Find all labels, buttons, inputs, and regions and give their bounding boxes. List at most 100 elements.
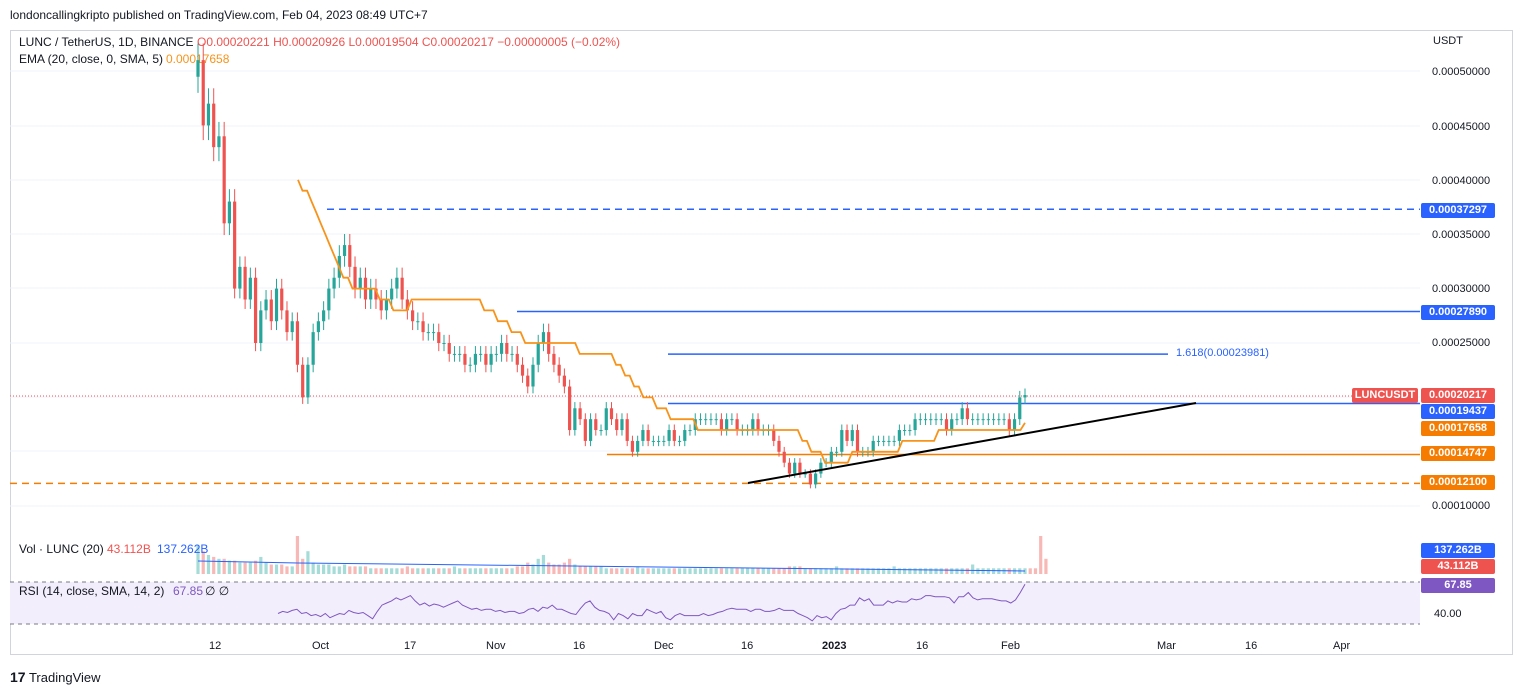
volume-bar (201, 551, 205, 574)
volume-bar (573, 564, 577, 574)
candle-body (411, 310, 415, 322)
candle-body (688, 430, 692, 432)
volume-bar (630, 568, 635, 574)
volume-bar (489, 568, 493, 574)
candle-body (588, 419, 593, 441)
publisher-line: londoncallingkripto published on Trading… (10, 8, 428, 22)
symbol-title[interactable]: LUNC / TetherUS, 1D, BINANCE (19, 35, 194, 49)
volume-bar (651, 568, 655, 574)
candle-body (944, 419, 949, 431)
volume-bar (536, 558, 540, 574)
ema-tag: 0.00017658 (1421, 421, 1495, 436)
candle-body (620, 419, 624, 431)
volume-bar (494, 568, 498, 574)
candle-body (353, 266, 357, 289)
candle-body (641, 430, 645, 441)
candle-body (515, 353, 519, 365)
volume-bar (960, 568, 964, 574)
volume-bar (212, 556, 216, 574)
candle-body (206, 103, 211, 126)
candle-body (897, 430, 901, 441)
trendline (747, 402, 1197, 484)
volume-bar (709, 568, 713, 574)
volume-bar (787, 566, 792, 574)
tradingview-logo-text: TradingView (28, 670, 101, 685)
volume-bar (327, 564, 331, 574)
volume-bar (374, 568, 378, 574)
volume-legend[interactable]: Vol · LUNC (20) (19, 542, 104, 556)
level-tag-14747[interactable]: 0.00014747 (1421, 446, 1495, 461)
tradingview-logo[interactable]: 17 TradingView (10, 669, 101, 685)
rsi-extra: ∅ ∅ (205, 584, 230, 598)
candle-body (374, 288, 378, 300)
volume-bar (416, 568, 420, 574)
candle-body (819, 462, 823, 474)
rsi-legend[interactable]: RSI (14, close, SMA, 14, 2) (19, 584, 165, 598)
candle-body (976, 419, 980, 421)
candle-body (1012, 419, 1017, 431)
candle-body (248, 277, 252, 300)
volume-bar (908, 568, 912, 574)
candle-body (803, 473, 807, 475)
volume-bar (390, 568, 394, 574)
candle-body (562, 375, 566, 387)
volume-bar (499, 568, 504, 574)
candle-body (887, 440, 891, 442)
candle-body (416, 321, 420, 323)
candle-body (981, 419, 985, 421)
level-tag-12100[interactable]: 0.00012100 (1421, 475, 1495, 490)
volume-bar (892, 566, 896, 574)
candle-body (1007, 419, 1011, 431)
candle-body (1018, 397, 1022, 420)
time-tick: 2023 (822, 640, 847, 652)
candle-body (735, 419, 739, 431)
level-tag-37297[interactable]: 0.00037297 (1421, 203, 1495, 218)
candle-body (876, 440, 881, 442)
candle-body (955, 419, 959, 421)
candle-body (400, 277, 404, 300)
volume-bar (1033, 568, 1038, 574)
volume-bar (955, 568, 959, 574)
volume-bar (400, 568, 404, 574)
candle-body (672, 430, 676, 441)
candle-body (243, 266, 247, 300)
level-tag-27890[interactable]: 0.00027890 (1421, 305, 1495, 320)
candle-body (233, 201, 237, 289)
candle-body (421, 321, 425, 333)
candle-body (568, 386, 572, 431)
volume-bar (615, 568, 619, 574)
candle-body (630, 440, 635, 452)
time-tick: Dec (654, 640, 674, 652)
volume-sma-value: 137.262B (157, 542, 209, 556)
candle-body (505, 343, 509, 354)
volume-bar (348, 566, 352, 574)
candle-body (604, 408, 608, 431)
candle-body (892, 440, 896, 442)
candle-body (379, 299, 383, 311)
volume-bar (526, 562, 530, 574)
volume-bar (583, 566, 587, 574)
volume-bar (1039, 536, 1043, 574)
volume-bar (745, 568, 750, 574)
ema-legend[interactable]: EMA (20, close, 0, SMA, 5) (19, 52, 164, 66)
volume-bar (243, 562, 247, 574)
candle-body (520, 364, 525, 376)
candle-body (709, 419, 713, 421)
level-tag-19437[interactable]: 0.00019437 (1421, 404, 1495, 419)
candle-body (871, 440, 875, 452)
candle-body (913, 419, 917, 431)
candle-body (599, 430, 603, 432)
candle-body (829, 451, 833, 463)
candle-body (882, 440, 886, 442)
volume-bar (468, 568, 472, 574)
candle-body (327, 288, 331, 311)
candle-body (290, 321, 294, 333)
volume-bar (913, 568, 917, 574)
volume-bar (798, 566, 802, 574)
volume-bar (274, 564, 279, 574)
volume-bar (719, 568, 724, 574)
volume-bar (698, 568, 703, 574)
volume-bar (845, 568, 849, 574)
candle-body (960, 408, 964, 420)
